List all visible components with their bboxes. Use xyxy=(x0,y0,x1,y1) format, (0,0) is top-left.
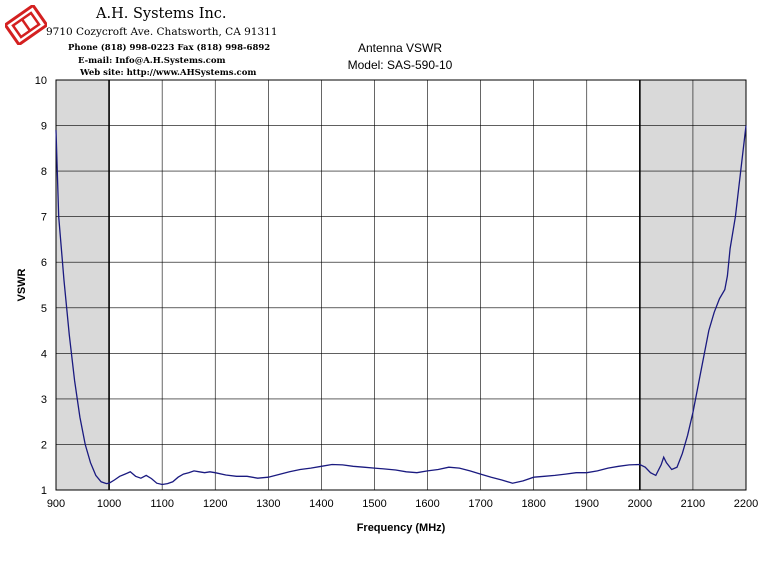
y-tick-label: 1 xyxy=(41,485,47,497)
x-tick-label: 2000 xyxy=(628,498,652,510)
x-tick-label: 1900 xyxy=(575,498,599,510)
x-tick-label: 1700 xyxy=(468,498,492,510)
company-address: 9710 Cozycroft Ave. Chatsworth, CA 91311 xyxy=(46,26,278,38)
y-tick-label: 8 xyxy=(41,166,47,178)
shaded-bands xyxy=(56,80,746,490)
vswr-series-line xyxy=(55,125,747,486)
company-logo xyxy=(5,5,47,45)
plot-area-border xyxy=(55,79,747,491)
x-tick-label: 2100 xyxy=(681,498,705,510)
y-tick-label: 4 xyxy=(41,348,47,360)
y-tick-label: 2 xyxy=(41,439,47,451)
x-tick-label: 1200 xyxy=(203,498,227,510)
x-tick-label: 2200 xyxy=(734,498,758,510)
company-name: A.H. Systems Inc. xyxy=(96,6,227,22)
chart-subtitle: Model: SAS-590-10 xyxy=(347,58,453,72)
y-tick-label: 5 xyxy=(41,303,47,315)
y-tick-label: 3 xyxy=(41,394,47,406)
y-axis-label: VSWR xyxy=(16,268,28,301)
x-tick-label: 1600 xyxy=(415,498,439,510)
x-tick-label: 1500 xyxy=(362,498,386,510)
y-tick-label: 7 xyxy=(41,212,47,224)
x-tick-label: 1000 xyxy=(97,498,121,510)
x-tick-label: 1100 xyxy=(150,498,174,510)
y-tick-labels: 1 2 3 4 5 6 7 8 9 10 xyxy=(35,75,47,497)
x-tick-label: 1300 xyxy=(256,498,280,510)
chart-title: Antenna VSWR xyxy=(357,41,443,55)
band-edge-lines xyxy=(108,80,641,490)
x-tick-label: 1400 xyxy=(309,498,333,510)
company-phone: Phone (818) 998-0223 Fax (818) 998-6892 xyxy=(68,43,271,53)
y-tick-label: 6 xyxy=(41,257,47,269)
x-tick-label: 1800 xyxy=(521,498,545,510)
chart-title-block: Antenna VSWR Model: SAS-590-10 xyxy=(300,40,500,74)
company-email: E-mail: Info@A.H.Systems.com xyxy=(78,56,226,66)
x-tick-labels: 900 1000 1100 1200 1300 1400 1500 1600 1700 1800 1… xyxy=(47,498,758,510)
y-tick-label: 9 xyxy=(41,121,47,133)
x-tick-label: 900 xyxy=(47,498,65,510)
company-header: A.H. Systems Inc. 9710 Cozycroft Ave. Ch… xyxy=(0,0,300,80)
y-tick-label: 10 xyxy=(35,75,47,87)
x-axis-label: Frequency (MHz) xyxy=(357,522,446,534)
company-website: Web site: http://www.AHSystems.com xyxy=(80,68,257,78)
